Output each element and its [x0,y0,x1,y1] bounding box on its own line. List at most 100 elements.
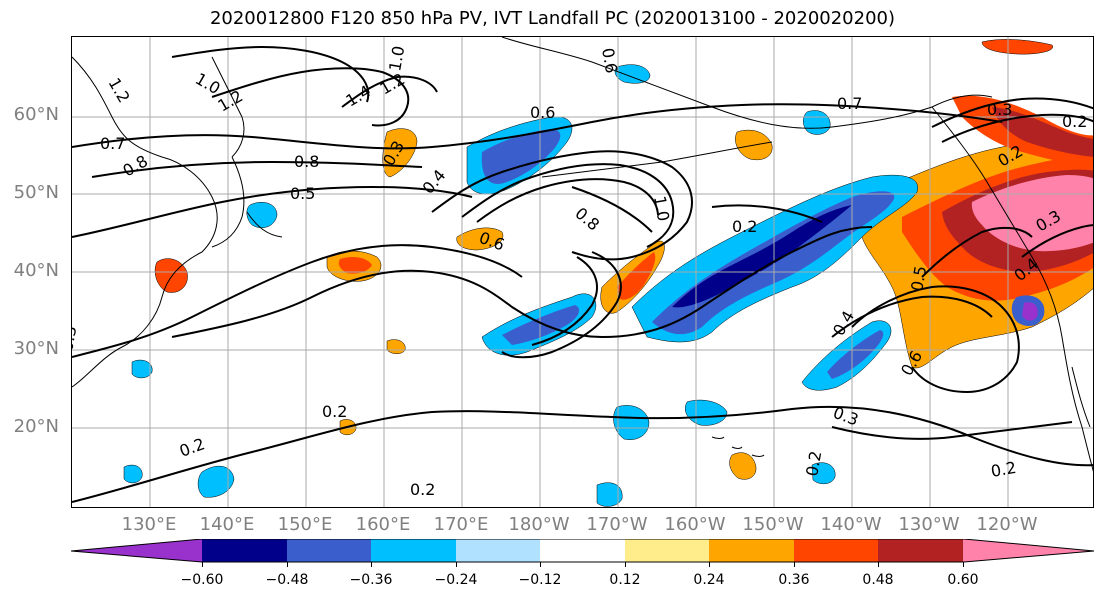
colorbar-tick-label: −0.60 [180,572,224,588]
contour-label: 0.3 [72,324,80,352]
contour-label: 0.8 [294,152,319,171]
colorbar-tickmark [540,562,541,567]
contour-label: 0.3 [831,403,861,430]
colorbar-tick-label: 0.36 [778,572,810,588]
contour-ne-0-6 [851,285,1020,394]
positive-anomaly-band [456,227,504,251]
negative-anomaly-trop7 [811,462,836,485]
contour-label: 0.3 [987,100,1012,119]
negative-anomaly-dateline-core [481,129,561,184]
negative-anomaly-coast-core [1022,302,1038,321]
positive-anomaly-sub1 [729,452,757,480]
contour-ne-0-4 [831,295,993,338]
lon-label-140e: 140°E [199,514,255,535]
colorbar-tick-label: 0.60 [947,572,979,588]
contour-1-0 [211,67,410,127]
lat-label-40n: 40°N [13,260,59,281]
coast-asia [72,56,218,388]
coast-japan [211,156,283,248]
colorbar-tick-label: 0.48 [862,572,894,588]
contour-ne-east [1021,224,1093,258]
coastlines [72,37,1093,472]
contour-1-2 [171,45,370,103]
colorbar-tick-label: 0.12 [609,572,641,588]
contour-label: 1.2 [105,75,134,107]
contour-0-6 [431,150,693,261]
colorbar-segments [71,539,1094,562]
contour-label: 1.2 [377,69,409,98]
contour-ne-0-5 [921,226,1033,278]
negative-anomaly-japan [246,202,278,228]
contour-label: 0.6 [530,103,555,122]
colorbar-tickmark [625,562,626,567]
negative-anomaly-trop1 [197,465,235,498]
coast-kamchatka [211,56,245,158]
negative-anomaly-midlat-core [502,305,580,345]
lon-label-130w: 130°W [898,514,960,535]
contour-label: 0.6 [477,228,507,255]
positive-anomaly-japan [154,258,188,293]
contour-0-2-east [711,204,823,223]
lon-label-180w: 180°W [508,514,570,535]
contour-label: 0.2 [802,449,825,477]
colorbar-segment [878,539,963,562]
colorbar-segment [963,539,1094,562]
lat-label-30n: 30°N [13,338,59,359]
map-title: 2020012800 F120 850 hPa PV, IVT Landfall… [209,8,896,29]
coast-baja [1071,366,1091,428]
lon-label-130e: 130°E [121,514,177,535]
lon-label-160w: 160°W [664,514,726,535]
contour-label: 0.2 [177,434,207,461]
contour-label: 0.6 [598,46,621,74]
contour-label: 0.7 [837,94,862,113]
colorbar-tickmark [963,562,964,567]
contour-label: 0.2 [1062,112,1087,131]
contour-label: 0.5 [907,264,930,292]
negative-anomaly-bering [614,64,651,84]
contour-label: 0.2 [322,402,347,421]
lat-label-50n: 50°N [13,182,59,203]
colorbar-tickmark [794,562,795,567]
negative-anomaly-trop3 [684,399,728,426]
contour-label: 0.2 [732,217,757,236]
negative-anomaly-east-core [827,330,884,379]
negative-anomaly-trop2 [613,405,650,440]
colorbar-tickmark [371,562,372,567]
positive-anomaly-arctic [981,39,1054,55]
contour-0-2-mid [171,226,873,339]
contour-label: 0.8 [120,151,152,180]
colorbar [71,539,1095,563]
contour-label: 1.4 [343,81,375,110]
contour-label: 0.2 [989,458,1017,481]
contour-wave-inner2 [476,178,659,223]
colorbar-tick-label: −0.12 [518,572,562,588]
lat-label-20n: 20°N [13,416,59,437]
colorbar-tickmark [287,562,288,567]
colorbar-tick-label: 0.24 [693,572,725,588]
shading-layer [123,39,1093,507]
contour-label: 0.8 [571,204,603,235]
negative-anomaly-trop6 [123,464,143,484]
contour-label: 0.4 [419,166,450,198]
contour-label: 0.7 [100,134,125,153]
lon-label-170w: 170°W [586,514,648,535]
contour-1-4 [341,75,438,108]
colorbar-tick-label: −0.36 [349,572,393,588]
lon-label-160e: 160°E [355,514,411,535]
lat-label-60n: 60°N [13,104,59,125]
coast-na-west [931,106,1093,472]
negative-anomaly-central-strong [672,205,852,308]
lon-label-120w: 120°W [976,514,1038,535]
colorbar-segment [71,539,202,562]
positive-anomaly-streak-core [617,252,656,300]
lon-label-170e: 170°E [433,514,489,535]
contour-wave-s1 [501,251,622,359]
contour-0-2-south [72,405,1093,503]
positive-anomaly-sub3 [386,339,406,354]
colorbar-segment [371,539,456,562]
colorbar-tick-label: −0.24 [434,572,478,588]
positive-anomaly-midpac-core [338,257,372,274]
negative-anomaly-trop4 [596,482,623,507]
lon-label-150e: 150°E [277,514,333,535]
contour-0-5 [72,185,473,238]
